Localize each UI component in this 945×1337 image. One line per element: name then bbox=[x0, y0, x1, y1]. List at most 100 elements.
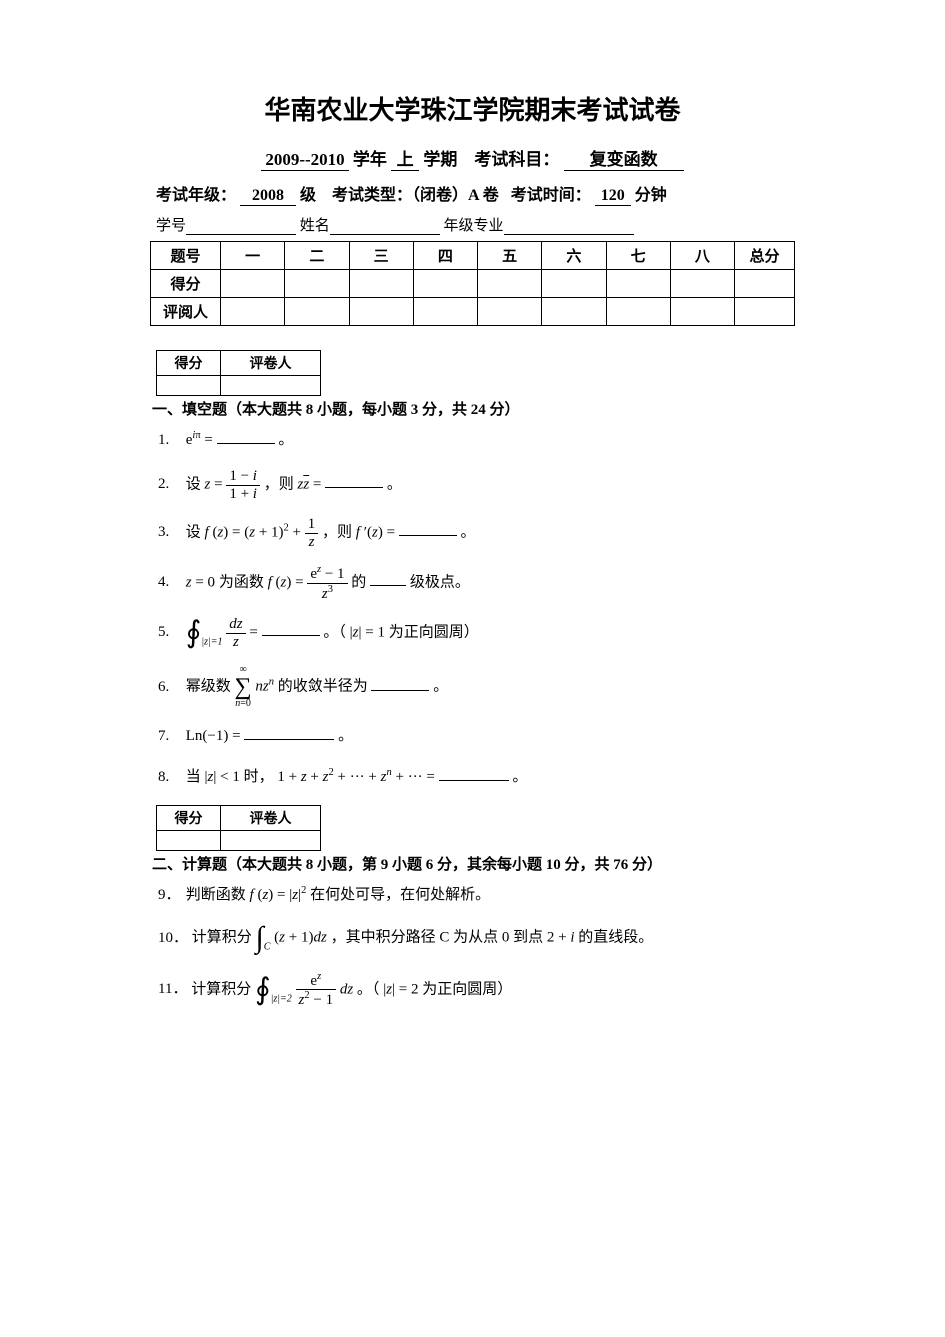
q3-frac: 1 z bbox=[305, 516, 319, 550]
contour-integral-icon-2: ∮ bbox=[255, 975, 271, 1005]
contour-integral-icon: ∮ bbox=[186, 618, 202, 648]
question-5: 5. ∮|z|=1 dz z = 。（ |z| = 1 为正向圆周） bbox=[150, 616, 795, 651]
question-2: 2. 设 z = 1 − i 1 + i ，则 zz = 。 bbox=[150, 468, 795, 502]
q7-sep: 。 bbox=[338, 728, 353, 744]
q8-sep: 。 bbox=[512, 769, 527, 785]
q3-eq2: = bbox=[387, 524, 399, 540]
q1-sep: 。 bbox=[278, 432, 293, 448]
name-blank bbox=[330, 217, 440, 235]
q9-num: 9． bbox=[158, 882, 182, 909]
q10-txt2: ，其中积分路径 C 为从点 0 到点 bbox=[331, 930, 547, 946]
q9-txt2: 在何处可导，在何处解析。 bbox=[310, 887, 490, 903]
question-9: 9． 判断函数 f (z) = |z|2 在何处可导，在何处解析。 bbox=[150, 882, 795, 909]
q2-sep: 。 bbox=[387, 476, 402, 492]
q4-num: 4. bbox=[158, 569, 182, 596]
q1-math: eiπ bbox=[186, 432, 201, 448]
q3-mid: ，则 bbox=[322, 524, 356, 540]
mini-score-table-1: 得分 评卷人 bbox=[156, 350, 321, 396]
q8-blank bbox=[439, 767, 509, 781]
q4-blank bbox=[370, 572, 406, 586]
q2-blank bbox=[325, 474, 383, 488]
q5-frac: dz z bbox=[226, 616, 245, 650]
q9-txt1: 判断函数 bbox=[186, 887, 250, 903]
q5-note2: 为正向圆周） bbox=[389, 624, 479, 640]
q8-txt2: 时， bbox=[244, 769, 274, 785]
sum-icon: ∞ ∑ n=0 bbox=[235, 665, 252, 709]
mini1-h2: 评卷人 bbox=[221, 351, 321, 376]
q3-blank bbox=[399, 522, 457, 536]
q6-txt1: 幂级数 bbox=[186, 679, 235, 695]
score-h2: 二 bbox=[285, 242, 349, 270]
student-info-line: 学号 姓名 年级专业 bbox=[150, 214, 795, 235]
year-label: 学年 bbox=[353, 150, 387, 169]
score-h4: 四 bbox=[413, 242, 477, 270]
score-header-row: 题号 一 二 三 四 五 六 七 八 总分 bbox=[151, 242, 795, 270]
question-1: 1. eiπ = 。 bbox=[150, 427, 795, 454]
question-11: 11． 计算积分 ∮|z|=2 ez z2 − 1 dz 。（ |z| = 2 … bbox=[150, 971, 795, 1009]
q6-txt2: 的收敛半径为 bbox=[278, 679, 372, 695]
score-r1: 评阅人 bbox=[151, 298, 221, 326]
exam-meta: 考试年级： 2008 级 考试类型：（闭卷）A 卷 考试时间： 120 分钟 bbox=[150, 181, 795, 206]
subject-label: 考试科目： bbox=[474, 150, 559, 169]
score-row-score: 得分 bbox=[151, 270, 795, 298]
grade-label: 考试年级： bbox=[156, 187, 236, 204]
q3-sep: 。 bbox=[461, 524, 476, 540]
q7-blank bbox=[244, 726, 334, 740]
exam-subtitle: 2009--2010 学年 上 学期 考试科目： 复变函数 bbox=[150, 145, 795, 171]
type-label: 考试类型：（闭卷）A 卷 bbox=[332, 187, 499, 204]
section1-title: 一、填空题（本大题共 8 小题，每小题 3 分，共 24 分） bbox=[150, 398, 795, 419]
q10-txt3: 的直线段。 bbox=[578, 930, 653, 946]
q1-num: 1. bbox=[158, 427, 182, 454]
q4-txt3: 级极点。 bbox=[410, 574, 470, 590]
q6-sep: 。 bbox=[433, 679, 448, 695]
q4-txt2: 的 bbox=[351, 574, 370, 590]
integral-icon: ∫ bbox=[256, 923, 264, 953]
mini2-h1: 得分 bbox=[157, 806, 221, 831]
q1-blank bbox=[217, 430, 275, 444]
q2-mid: ，则 bbox=[264, 476, 298, 492]
q7-num: 7. bbox=[158, 723, 182, 750]
section2-title: 二、计算题（本大题共 8 小题，第 9 小题 6 分，其余每小题 10 分，共 … bbox=[150, 853, 795, 874]
time-label: 考试时间： bbox=[511, 187, 591, 204]
score-h8: 八 bbox=[670, 242, 734, 270]
q11-note2: 为正向圆周） bbox=[422, 981, 512, 997]
q3-prefix: 设 bbox=[186, 524, 205, 540]
question-4: 4. z = 0 为函数 f (z) = ez − 1 z3 的 级极点。 bbox=[150, 564, 795, 602]
academic-year: 2009--2010 bbox=[261, 150, 348, 171]
grade-suffix: 级 bbox=[300, 187, 316, 204]
q10-num: 10． bbox=[158, 925, 188, 952]
q2-num: 2. bbox=[158, 471, 182, 498]
q4-txt1: 为函数 bbox=[219, 574, 268, 590]
q8-txt1: 当 bbox=[186, 769, 205, 785]
score-h5: 五 bbox=[478, 242, 542, 270]
q11-frac: ez z2 − 1 bbox=[296, 971, 337, 1009]
q3-num: 3. bbox=[158, 519, 182, 546]
score-h0: 题号 bbox=[151, 242, 221, 270]
q8-num: 8. bbox=[158, 764, 182, 791]
major-blank bbox=[504, 217, 634, 235]
mini-score-table-2: 得分 评卷人 bbox=[156, 805, 321, 851]
score-h3: 三 bbox=[349, 242, 413, 270]
score-r0: 得分 bbox=[151, 270, 221, 298]
semester-label: 学期 bbox=[423, 150, 457, 169]
score-table: 题号 一 二 三 四 五 六 七 八 总分 得分 评阅人 bbox=[150, 241, 795, 326]
name-label: 姓名 bbox=[300, 218, 330, 234]
q5-blank bbox=[262, 622, 320, 636]
q5-num: 5. bbox=[158, 619, 182, 646]
exam-title: 华南农业大学珠江学院期末考试试卷 bbox=[150, 90, 795, 127]
subject: 复变函数 bbox=[564, 145, 684, 171]
score-h1: 一 bbox=[221, 242, 285, 270]
q2-prefix: 设 bbox=[186, 476, 205, 492]
q2-frac: 1 − i 1 + i bbox=[226, 468, 260, 502]
grade-value: 2008 bbox=[240, 187, 296, 206]
semester: 上 bbox=[391, 145, 419, 171]
question-3: 3. 设 f (z) = (z + 1)2 + 1 z ，则 f ′(z) = … bbox=[150, 516, 795, 550]
question-10: 10． 计算积分 ∫C (z + 1)dz ，其中积分路径 C 为从点 0 到点… bbox=[150, 923, 795, 956]
q6-num: 6. bbox=[158, 674, 182, 701]
mini1-h1: 得分 bbox=[157, 351, 221, 376]
score-row-reviewer: 评阅人 bbox=[151, 298, 795, 326]
q4-frac: ez − 1 z3 bbox=[307, 564, 347, 602]
time-value: 120 bbox=[595, 187, 631, 206]
id-label: 学号 bbox=[156, 218, 186, 234]
q5-eq: = bbox=[249, 624, 261, 640]
